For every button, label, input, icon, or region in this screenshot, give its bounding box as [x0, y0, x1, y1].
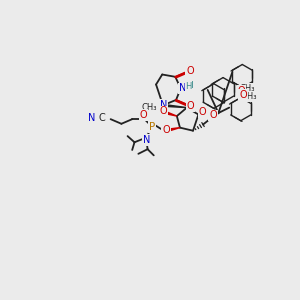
Text: O: O [198, 107, 206, 117]
Text: O: O [239, 89, 247, 100]
Text: O: O [209, 110, 217, 120]
Text: O: O [238, 86, 245, 96]
Polygon shape [167, 112, 177, 116]
Text: O: O [186, 66, 194, 76]
Text: N: N [179, 82, 187, 93]
Text: H: H [185, 82, 192, 91]
Text: O: O [159, 106, 167, 116]
Text: P: P [149, 122, 155, 132]
Text: CH₃: CH₃ [240, 84, 255, 93]
Text: N: N [88, 113, 96, 123]
Text: N: N [160, 100, 167, 110]
Text: O: O [161, 126, 169, 136]
Text: H: H [186, 81, 193, 90]
Text: N: N [159, 100, 167, 110]
Text: O: O [239, 89, 247, 100]
Text: O: O [161, 126, 169, 136]
Text: O: O [187, 101, 194, 111]
Polygon shape [163, 104, 187, 108]
Text: N: N [143, 135, 151, 145]
Polygon shape [169, 128, 180, 131]
Text: O: O [162, 125, 170, 135]
Text: C: C [98, 113, 105, 123]
Text: N: N [178, 83, 186, 93]
Text: O: O [238, 86, 245, 96]
Text: O: O [209, 110, 217, 120]
Text: N: N [143, 135, 151, 145]
Text: O: O [140, 110, 148, 119]
Text: O: O [198, 107, 206, 117]
Text: CH₃: CH₃ [141, 103, 157, 112]
Text: CH₃: CH₃ [242, 92, 257, 101]
Text: O: O [140, 110, 148, 120]
Text: P: P [149, 122, 155, 132]
Text: O: O [159, 106, 167, 116]
